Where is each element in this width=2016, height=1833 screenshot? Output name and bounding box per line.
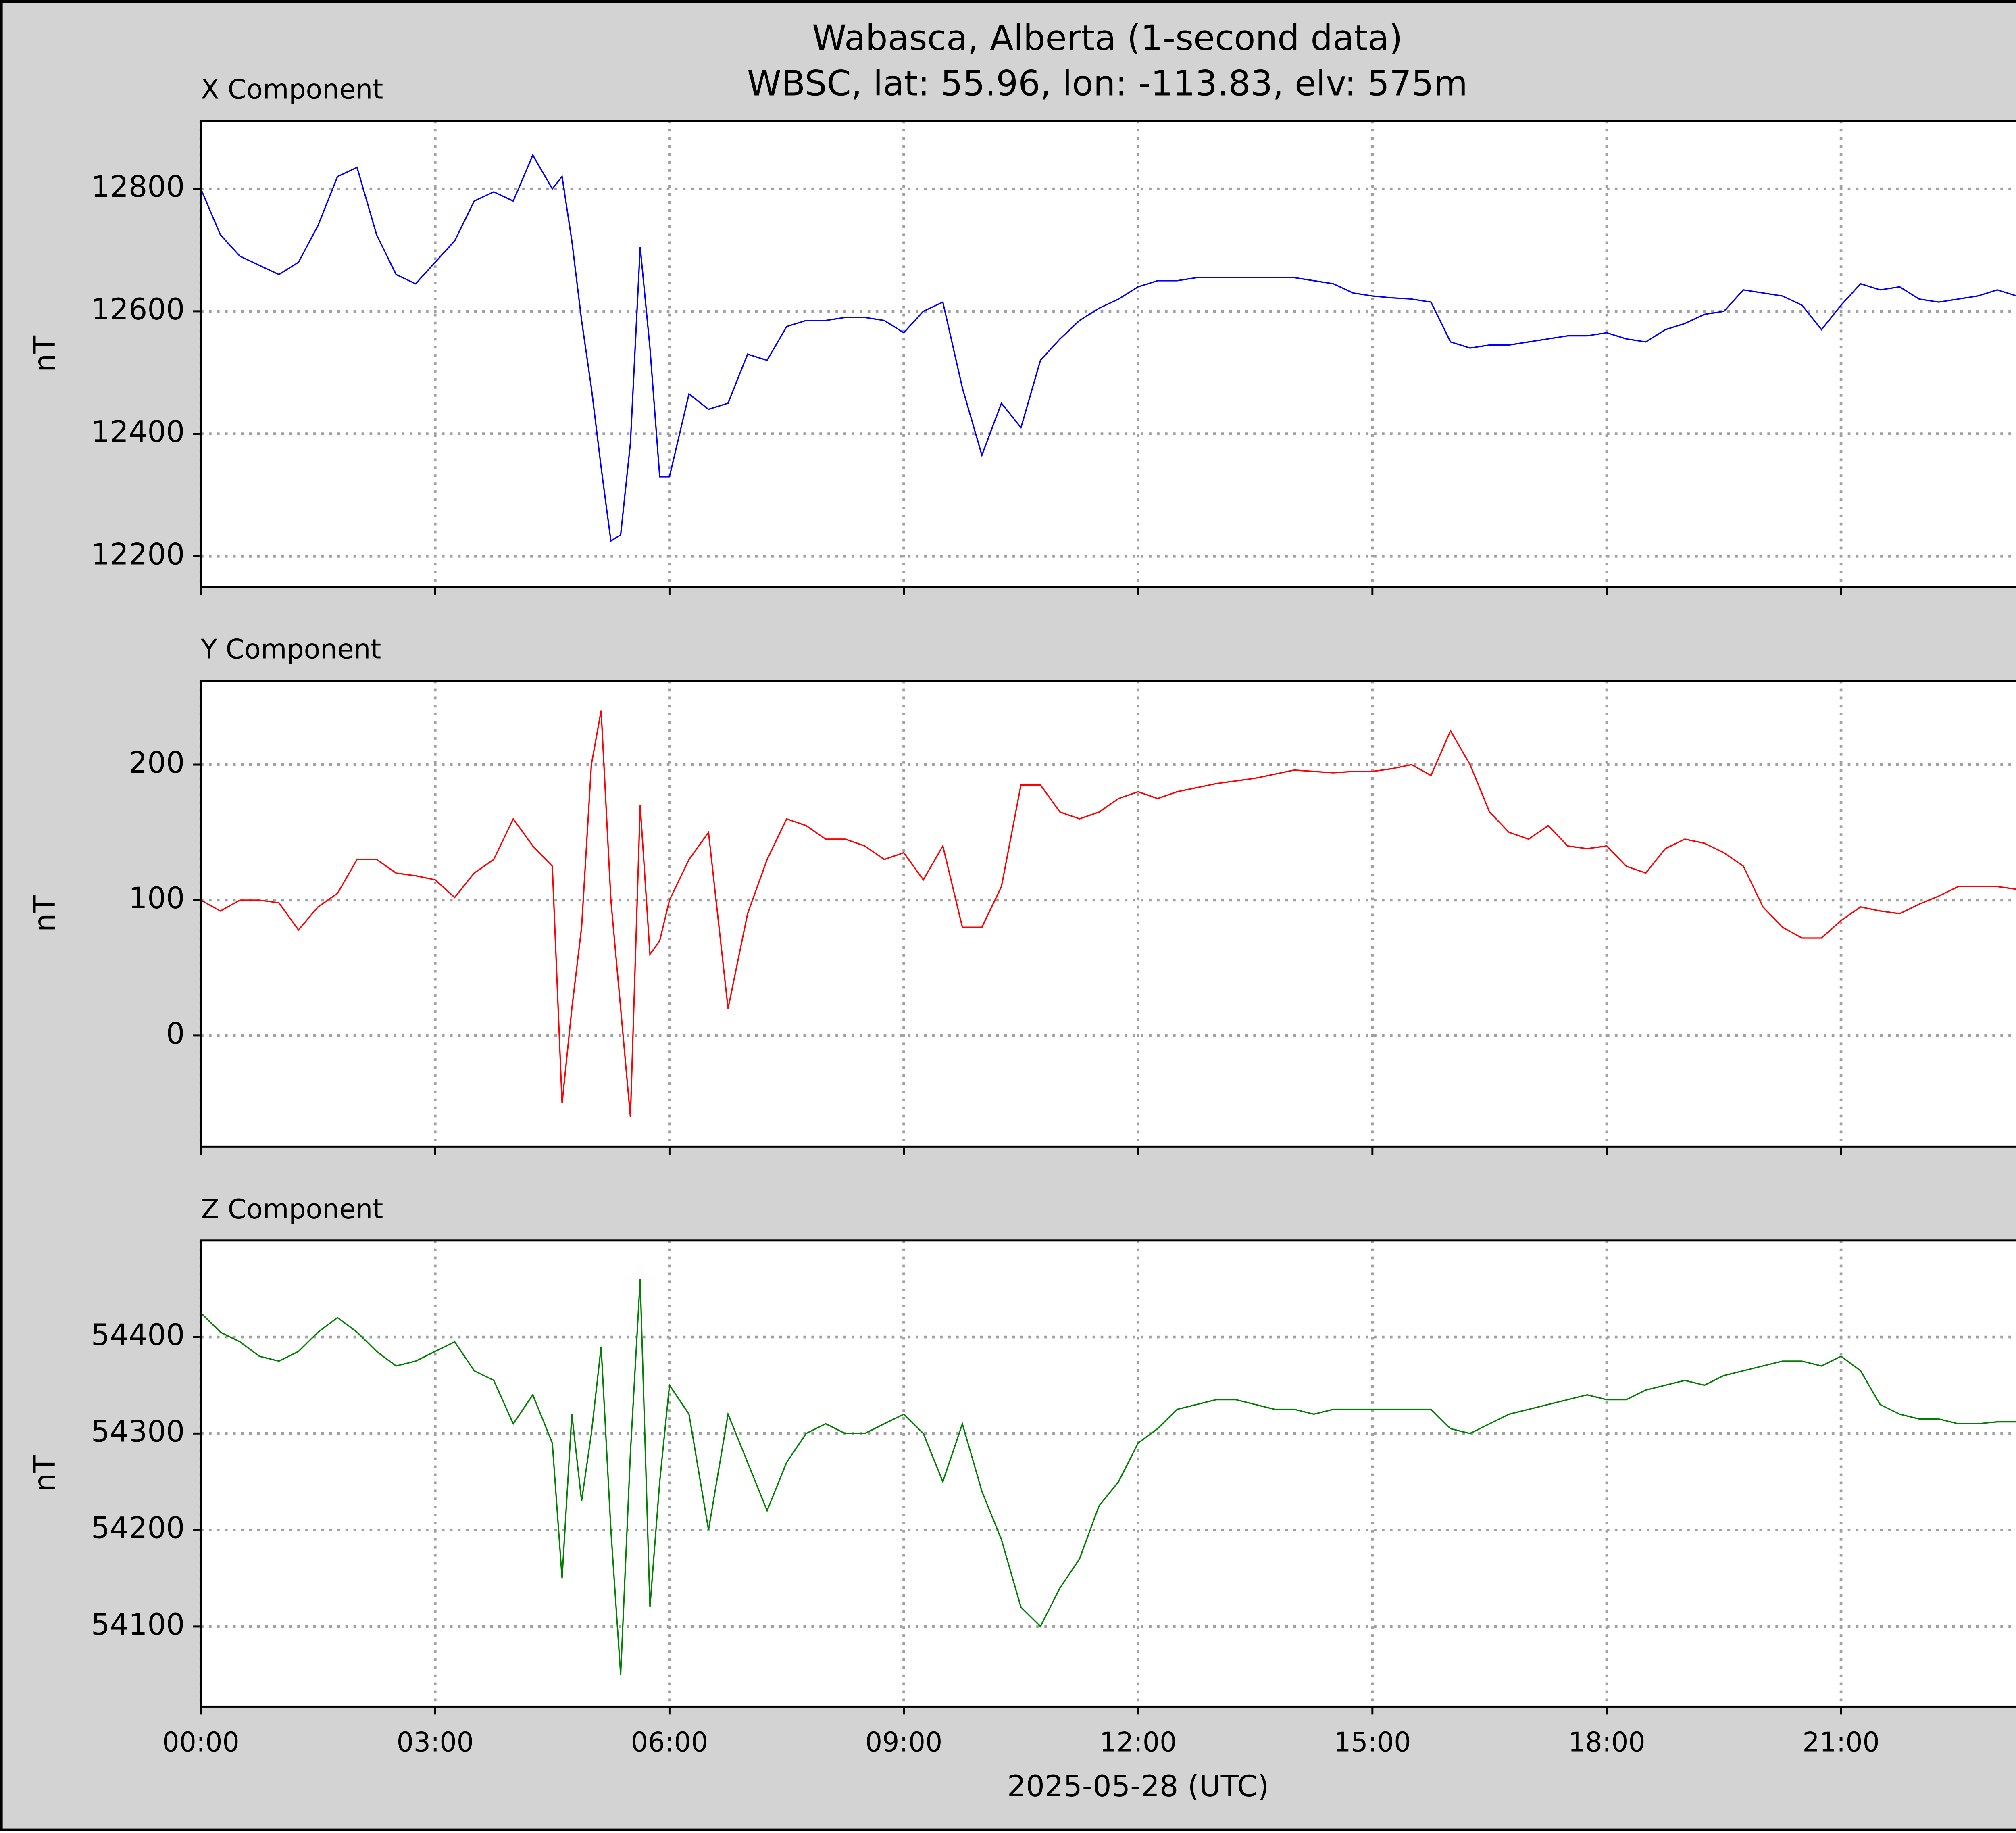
x-tick-label: 15:00 [1334,1726,1411,1758]
y-tick-label: 54300 [91,1414,185,1449]
figure-title: Wabasca, Alberta (1-second data) [812,18,1403,58]
subplot-title: X Component [201,74,383,105]
x-tick-label: 12:00 [1100,1726,1177,1758]
x-tick-label: 21:00 [1802,1726,1879,1758]
y-tick-label: 12800 [91,170,185,204]
x-tick-label: 03:00 [397,1726,474,1758]
subplot-title: Z Component [201,1193,383,1225]
y-tick-label: 0 [166,1017,185,1051]
y-axis-label: nT [28,336,62,372]
y-tick-label: 100 [129,881,185,915]
y-tick-label: 54400 [91,1318,185,1352]
y-tick-label: 200 [129,746,185,780]
plot-frame [200,680,2016,1148]
plot-area [201,680,2016,1147]
plot-frame [200,120,2016,588]
data-line [200,1279,2016,1675]
x-tick-label: 00:00 [162,1726,239,1758]
plot-frame [200,1239,2016,1708]
x-tick-label: 18:00 [1568,1726,1645,1758]
x-tick-label: 06:00 [631,1726,708,1758]
y-tick-label: 12600 [91,292,185,327]
subplot-title: Y Component [200,634,381,665]
y-tick-label: 12200 [91,537,185,571]
data-line [200,710,2016,1117]
data-line [200,153,2016,542]
y-axis-label: nT [28,1455,62,1492]
figure-subtitle: WBSC, lat: 55.96, lon: -113.83, elv: 575… [747,64,1468,104]
x-tick-label: 09:00 [865,1726,942,1758]
y-tick-label: 54100 [91,1608,185,1642]
x-axis-label: 2025-05-28 (UTC) [1007,1769,1269,1804]
y-tick-label: 12400 [91,415,185,449]
plot-area [201,1240,2016,1707]
plot-area [201,121,2016,587]
y-axis-label: nT [28,895,62,932]
y-tick-label: 54200 [91,1511,185,1545]
